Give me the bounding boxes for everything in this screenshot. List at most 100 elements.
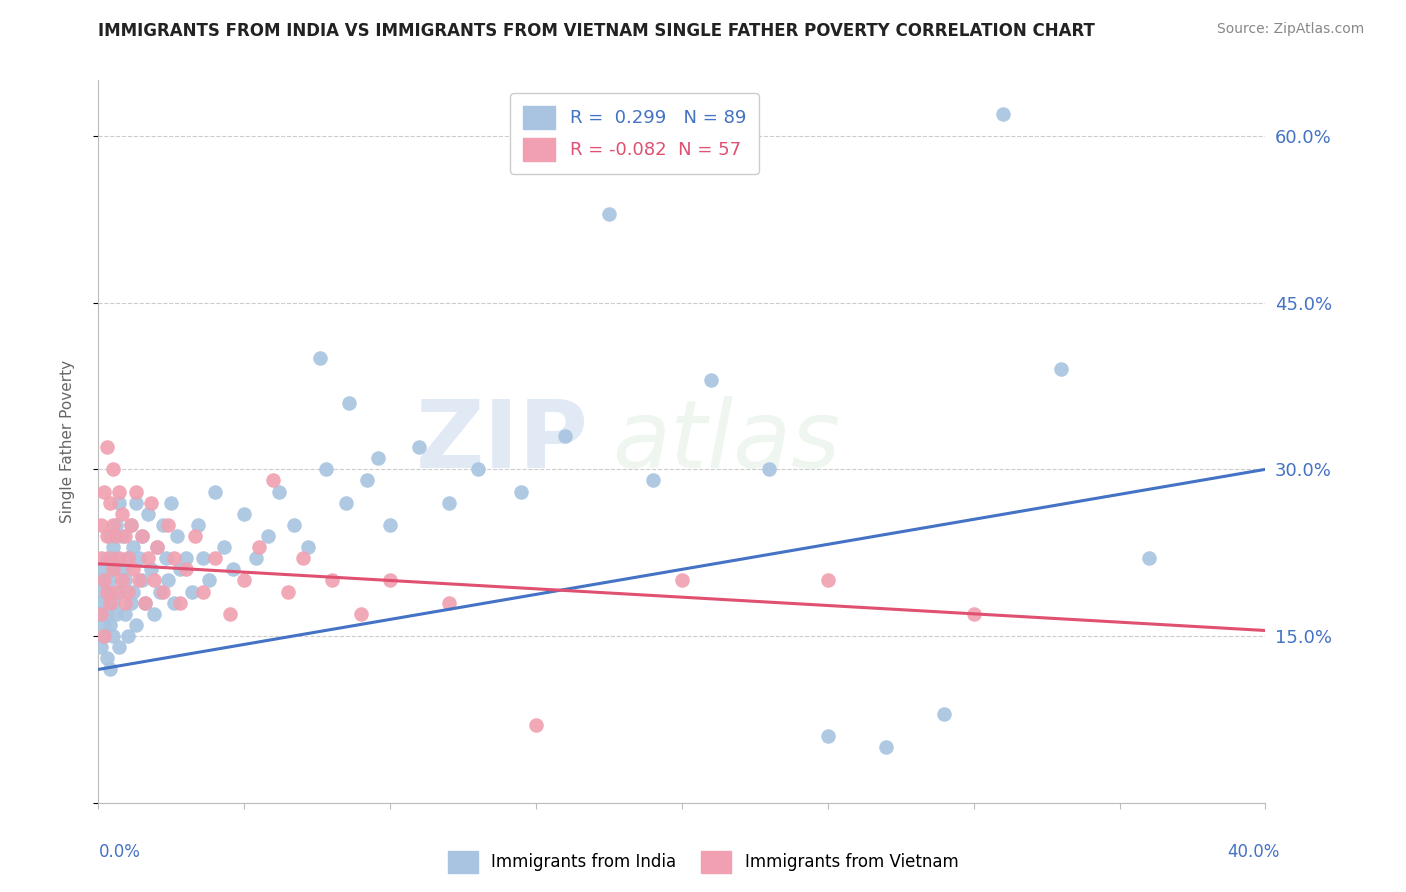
Point [96,529,118,543]
Text: Source: ZipAtlas.com: Source: ZipAtlas.com [1216,22,1364,37]
Point [108,496,131,510]
Point [117,629,139,643]
Point [108,551,131,566]
Point [139,496,162,510]
Point [367,451,389,466]
Point [510,484,533,499]
Point [131,529,153,543]
Point [96,551,118,566]
Point [149,584,172,599]
Point [111,507,134,521]
Point [163,551,186,566]
Point [101,540,124,554]
Point [146,540,169,554]
Point [247,540,270,554]
Text: 40.0%: 40.0% [1227,843,1279,861]
Point [169,562,191,576]
Point [245,551,267,566]
Point [350,607,373,621]
Text: 0.0%: 0.0% [98,843,141,861]
Point [283,517,305,532]
Point [152,584,174,599]
Point [90,517,112,532]
Point [134,596,156,610]
Point [817,729,839,743]
Point [700,373,723,387]
Point [98,662,121,676]
Point [291,551,314,566]
Point [337,395,360,409]
Point [98,596,121,610]
Point [142,607,165,621]
Point [157,517,180,532]
Point [90,640,112,655]
Point [758,462,780,476]
Point [152,517,174,532]
Text: ZIP: ZIP [416,395,589,488]
Point [256,529,278,543]
Point [277,584,299,599]
Point [160,496,183,510]
Point [93,629,115,643]
Point [114,574,136,588]
Point [193,551,215,566]
Point [1137,551,1160,566]
Point [169,596,191,610]
Point [96,584,118,599]
Point [437,596,460,610]
Point [174,562,197,576]
Point [218,607,240,621]
Point [163,596,186,610]
Point [467,462,489,476]
Point [125,618,148,632]
Point [93,629,115,643]
Point [108,584,131,599]
Point [131,529,153,543]
Point [104,517,127,532]
Point [96,584,118,599]
Point [212,540,235,554]
Point [96,440,118,454]
Point [269,484,291,499]
Point [335,496,357,510]
Point [96,607,118,621]
Point [111,562,134,576]
Point [98,529,121,543]
Point [117,551,139,566]
Point [598,207,620,221]
Point [108,640,131,655]
Point [93,484,115,499]
Point [104,607,127,621]
Point [962,607,984,621]
Point [315,462,337,476]
Point [408,440,430,454]
Point [104,551,127,566]
Point [111,574,134,588]
Legend: R =  0.299   N = 89, R = -0.082  N = 57: R = 0.299 N = 89, R = -0.082 N = 57 [510,93,759,174]
Point [817,574,839,588]
Point [356,474,378,488]
Point [554,429,576,443]
Text: IMMIGRANTS FROM INDIA VS IMMIGRANTS FROM VIETNAM SINGLE FATHER POVERTY CORRELATI: IMMIGRANTS FROM INDIA VS IMMIGRANTS FROM… [98,22,1095,40]
Point [93,562,115,576]
Point [136,507,159,521]
Point [1050,362,1073,376]
Text: atlas: atlas [612,396,841,487]
Point [297,540,319,554]
Point [187,517,209,532]
Point [166,529,188,543]
Point [934,706,956,721]
Point [93,618,115,632]
Point [991,106,1014,120]
Point [437,496,460,510]
Point [108,484,131,499]
Point [128,551,150,566]
Point [114,529,136,543]
Point [125,484,148,499]
Point [98,574,121,588]
Point [125,496,148,510]
Point [122,540,145,554]
Point [120,517,142,532]
Point [262,474,284,488]
Point [309,351,332,366]
